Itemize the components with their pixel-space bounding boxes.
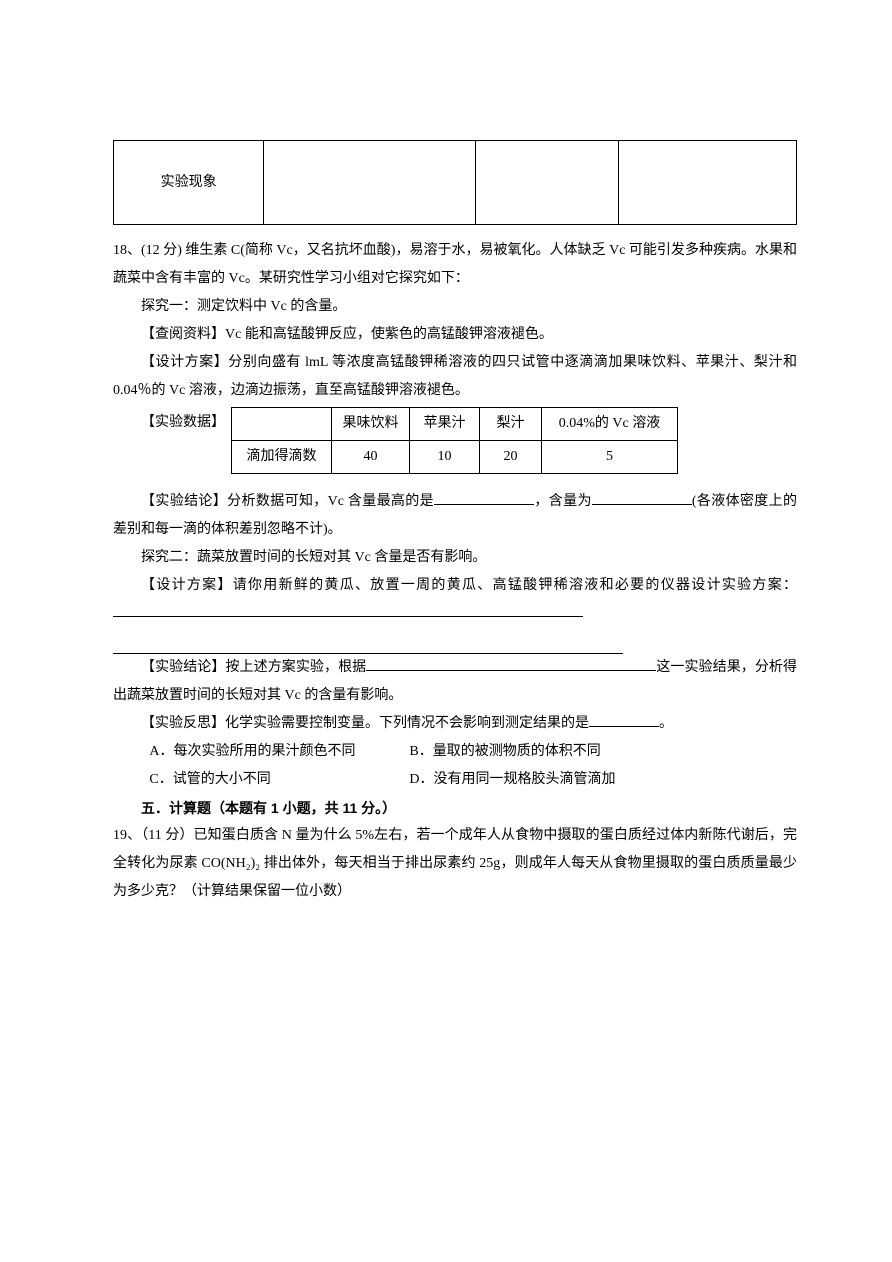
- q18-t1-design: 【设计方案】分别向盛有 lmL 等浓度高锰酸钾稀溶液的四只试管中逐滴滴加果味饮料…: [113, 349, 797, 405]
- experiment-phenomenon-table: 实验现象: [113, 140, 797, 225]
- text: 【实验反思】化学实验需要控制变量。下列情况不会影响到测定结果的是: [141, 716, 589, 731]
- fill-blank[interactable]: [366, 655, 656, 672]
- fill-blank[interactable]: [589, 711, 659, 728]
- text: 。: [659, 716, 673, 731]
- vc-data-table: 果味饮料 苹果汁 梨汁 0.04%的 Vc 溶液 滴加得滴数 40 10 20 …: [231, 407, 678, 474]
- fill-blank[interactable]: [434, 488, 534, 505]
- text: ，含量为: [534, 494, 592, 509]
- option-b: B．量取的被测物质的体积不同: [409, 738, 600, 766]
- text: 【实验结论】按上述方案实验，根据: [141, 660, 366, 675]
- table-cell-empty: [264, 141, 476, 225]
- q19-text: 19、（11 分）已知蛋白质含 N 量为什么 5%左右，若一个成年人从食物中摄取…: [113, 822, 797, 906]
- option-d: D．没有用同一规格胶头滴管滴加: [409, 766, 615, 794]
- options-row-1: A．每次实验所用的果汁颜色不同 B．量取的被测物质的体积不同: [113, 738, 797, 766]
- text: 【实验结论】分析数据可知，Vc 含量最高的是: [141, 494, 434, 509]
- text: 【设计方案】请你用新鲜的黄瓜、放置一周的黄瓜、高锰酸钾稀溶液和必要的仪器设计实验…: [141, 578, 797, 593]
- table-row-label: 滴加得滴数: [232, 441, 332, 474]
- fill-blank-line[interactable]: [113, 632, 623, 654]
- q18-data-row: 【实验数据】 果味饮料 苹果汁 梨汁 0.04%的 Vc 溶液 滴加得滴数 40…: [113, 407, 797, 474]
- table-cell-label: 实验现象: [114, 141, 264, 225]
- q18-t2-reflect: 【实验反思】化学实验需要控制变量。下列情况不会影响到测定结果的是 。: [113, 710, 797, 738]
- table-header: 果味饮料: [332, 408, 410, 441]
- table-header: [232, 408, 332, 441]
- table-cell: 40: [332, 441, 410, 474]
- table-cell-empty: [475, 141, 618, 225]
- table-header: 0.04%的 Vc 溶液: [542, 408, 678, 441]
- option-c: C．试管的大小不同: [149, 766, 409, 794]
- table-cell: 20: [480, 441, 542, 474]
- section-5-heading: 五．计算题（本题有 1 小题，共 11 分。）: [113, 794, 797, 822]
- q18-t1-conclusion: 【实验结论】分析数据可知，Vc 含量最高的是，含量为(各液体密度上的差别和每一滴…: [113, 488, 797, 544]
- option-a: A．每次实验所用的果汁颜色不同: [149, 738, 409, 766]
- table-header: 苹果汁: [410, 408, 480, 441]
- table-header: 梨汁: [480, 408, 542, 441]
- q18-t1-title: 探究一：测定饮料中 Vc 的含量。: [113, 293, 797, 321]
- options-row-2: C．试管的大小不同 D．没有用同一规格胶头滴管滴加: [113, 766, 797, 794]
- q18-t2-design: 【设计方案】请你用新鲜的黄瓜、放置一周的黄瓜、高锰酸钾稀溶液和必要的仪器设计实验…: [113, 572, 797, 628]
- fill-blank[interactable]: [113, 600, 583, 617]
- table-cell-empty: [619, 141, 797, 225]
- fill-blank[interactable]: [592, 488, 692, 505]
- table-cell: 5: [542, 441, 678, 474]
- q18-t2-title: 探究二：蔬菜放置时间的长短对其 Vc 含量是否有影响。: [113, 544, 797, 572]
- q18-head: 18、(12 分) 维生素 C(简称 Vc，又名抗坏血酸)，易溶于水，易被氧化。…: [113, 237, 797, 293]
- q18-t1-refs: 【查阅资料】Vc 能和高锰酸钾反应，使紫色的高锰酸钾溶液褪色。: [113, 321, 797, 349]
- table-cell: 10: [410, 441, 480, 474]
- q18-data-label: 【实验数据】: [113, 407, 225, 437]
- q18-t2-conclusion: 【实验结论】按上述方案实验，根据这一实验结果，分析得出蔬菜放置时间的长短对其 V…: [113, 654, 797, 710]
